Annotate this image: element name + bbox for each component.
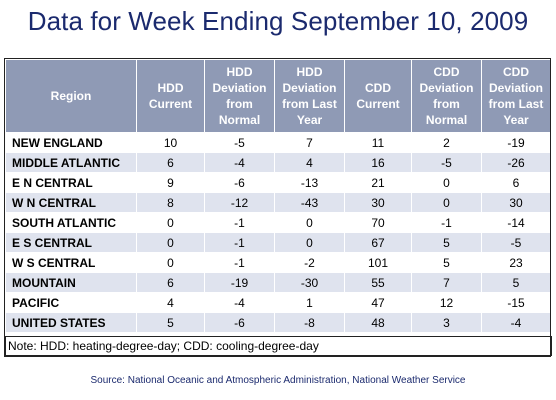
value-cell: 67 [345,233,412,253]
value-cell: -26 [482,153,551,173]
value-cell: 5 [482,273,551,293]
value-cell: 23 [482,253,551,273]
table-note: Note: HDD: heating-degree-day; CDD: cool… [5,336,552,356]
value-cell: 11 [345,133,412,153]
page-title: Data for Week Ending September 10, 2009 [0,6,556,37]
column-header-cdd-deviation-last-year: CDD Deviation from Last Year [482,60,551,133]
value-cell: 8 [137,193,205,213]
column-header-hdd-current: HDD Current [137,60,205,133]
value-cell: 7 [412,273,482,293]
value-cell: 0 [275,213,345,233]
region-cell: MIDDLE ATLANTIC [6,153,137,173]
value-cell: -15 [482,293,551,313]
table-row: MIDDLE ATLANTIC 6 -4 4 16 -5 -26 [6,153,551,173]
value-cell: 10 [137,133,205,153]
value-cell: -5 [482,233,551,253]
column-header-cdd-deviation-normal: CDD Deviation from Normal [412,60,482,133]
value-cell: -1 [205,253,275,273]
value-cell: -30 [275,273,345,293]
value-cell: -1 [205,233,275,253]
region-cell: UNITED STATES [6,313,137,333]
value-cell: 1 [275,293,345,313]
column-header-cdd-current: CDD Current [345,60,412,133]
value-cell: -2 [275,253,345,273]
value-cell: 4 [275,153,345,173]
value-cell: -19 [482,133,551,153]
table-row: W S CENTRAL 0 -1 -2 101 5 23 [6,253,551,273]
value-cell: -13 [275,173,345,193]
value-cell: 6 [137,153,205,173]
value-cell: 5 [412,233,482,253]
region-cell: W S CENTRAL [6,253,137,273]
value-cell: 0 [412,193,482,213]
value-cell: 48 [345,313,412,333]
table-row: W N CENTRAL 8 -12 -43 30 0 30 [6,193,551,213]
value-cell: 2 [412,133,482,153]
table-header-row: Region HDD Current HDD Deviation from No… [6,60,551,133]
value-cell: 0 [137,233,205,253]
value-cell: -4 [482,313,551,333]
value-cell: 6 [482,173,551,193]
value-cell: 0 [275,233,345,253]
value-cell: 30 [482,193,551,213]
value-cell: 55 [345,273,412,293]
value-cell: 5 [412,253,482,273]
value-cell: 6 [137,273,205,293]
value-cell: -5 [412,153,482,173]
degree-day-table: Region HDD Current HDD Deviation from No… [5,59,551,333]
value-cell: -1 [412,213,482,233]
region-cell: E S CENTRAL [6,233,137,253]
table-row: PACIFIC 4 -4 1 47 12 -15 [6,293,551,313]
region-cell: SOUTH ATLANTIC [6,213,137,233]
table-row: SOUTH ATLANTIC 0 -1 0 70 -1 -14 [6,213,551,233]
value-cell: -6 [205,313,275,333]
value-cell: 30 [345,193,412,213]
table-row: E S CENTRAL 0 -1 0 67 5 -5 [6,233,551,253]
value-cell: 12 [412,293,482,313]
value-cell: -12 [205,193,275,213]
value-cell: 0 [137,213,205,233]
region-cell: MOUNTAIN [6,273,137,293]
value-cell: -14 [482,213,551,233]
value-cell: -4 [205,153,275,173]
value-cell: 21 [345,173,412,193]
region-cell: W N CENTRAL [6,193,137,213]
table-row: MOUNTAIN 6 -19 -30 55 7 5 [6,273,551,293]
value-cell: 7 [275,133,345,153]
value-cell: 0 [137,253,205,273]
source-citation: Source: National Oceanic and Atmospheric… [0,375,556,386]
value-cell: 101 [345,253,412,273]
column-header-hdd-deviation-last-year: HDD Deviation from Last Year [275,60,345,133]
region-cell: NEW ENGLAND [6,133,137,153]
table-row: UNITED STATES 5 -6 -8 48 3 -4 [6,313,551,333]
value-cell: -4 [205,293,275,313]
column-header-region: Region [6,60,137,133]
value-cell: 4 [137,293,205,313]
region-cell: E N CENTRAL [6,173,137,193]
region-cell: PACIFIC [6,293,137,313]
value-cell: 5 [137,313,205,333]
column-header-hdd-deviation-normal: HDD Deviation from Normal [205,60,275,133]
value-cell: 47 [345,293,412,313]
value-cell: -19 [205,273,275,293]
value-cell: 16 [345,153,412,173]
table-row: NEW ENGLAND 10 -5 7 11 2 -19 [6,133,551,153]
value-cell: 0 [412,173,482,193]
value-cell: 9 [137,173,205,193]
table-row: E N CENTRAL 9 -6 -13 21 0 6 [6,173,551,193]
value-cell: 70 [345,213,412,233]
value-cell: -43 [275,193,345,213]
value-cell: -1 [205,213,275,233]
value-cell: 3 [412,313,482,333]
value-cell: -5 [205,133,275,153]
value-cell: -8 [275,313,345,333]
value-cell: -6 [205,173,275,193]
